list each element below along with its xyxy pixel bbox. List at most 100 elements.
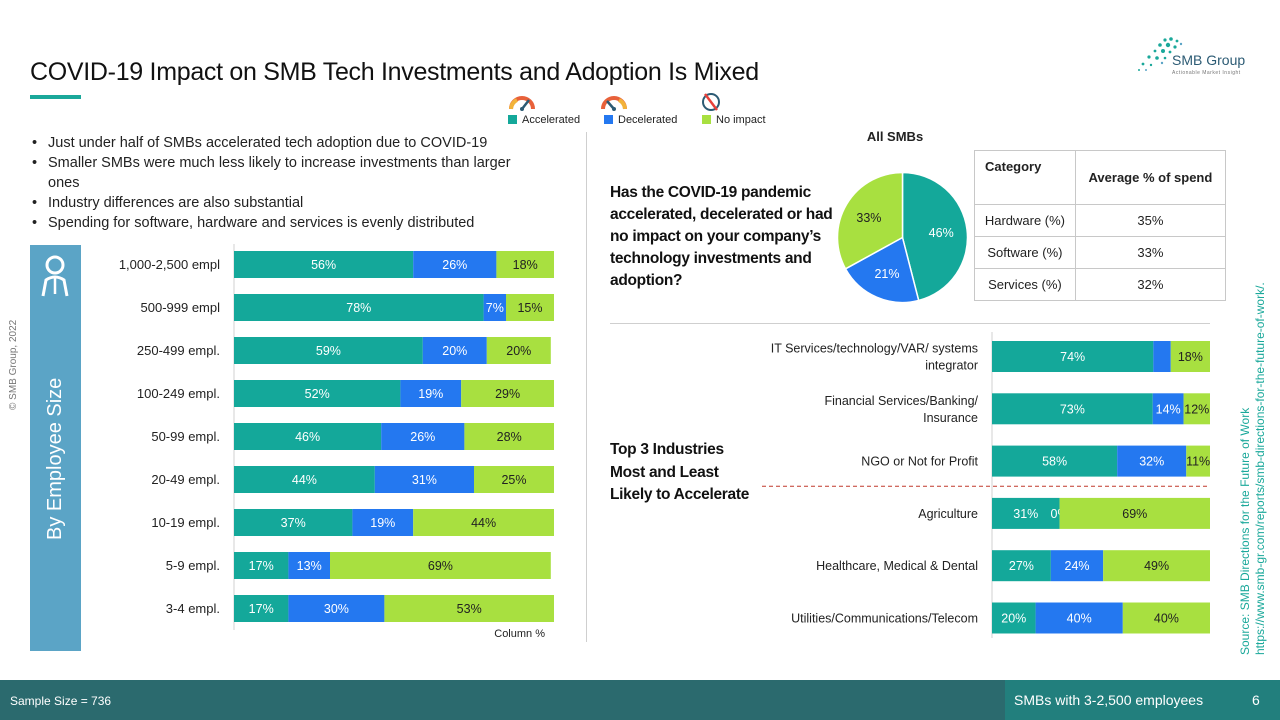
bar-segment-no-impact <box>1122 602 1210 634</box>
column-header-category: Category <box>974 150 1076 205</box>
table-cell: 33% <box>1074 236 1227 269</box>
source-title: Source: SMB Directions for the Future of… <box>1238 407 1252 655</box>
data-label: 69% <box>1122 507 1147 521</box>
page-number: 6 <box>1252 692 1260 708</box>
bar-segment-accelerated <box>234 552 289 579</box>
industry-chart: IT Services/technology/VAR/ systems integ… <box>762 332 1210 638</box>
category-label: IT Services/technology/VAR/ systems <box>771 342 978 356</box>
category-label: Insurance <box>923 411 978 425</box>
category-label: 50-99 empl. <box>151 429 220 444</box>
bar-segment-no-impact <box>1103 550 1210 582</box>
horizontal-divider <box>610 323 1210 324</box>
smb-group-logo <box>1138 37 1183 71</box>
data-label: 40% <box>1154 612 1179 626</box>
copyright: © SMB Group, 2022 <box>8 319 19 410</box>
no-change-icon <box>702 93 720 111</box>
category-label: Utilities/Communications/Telecom <box>791 612 978 626</box>
data-label: 31% <box>412 473 437 487</box>
data-label: 25% <box>501 473 526 487</box>
bar-segment-accelerated <box>992 445 1118 477</box>
data-label: 12% <box>1184 402 1209 416</box>
category-label: Financial Services/Banking/ <box>824 394 978 408</box>
data-label: 73% <box>1060 402 1085 416</box>
data-label: 24% <box>1065 559 1090 573</box>
bar-segment-decelerated <box>352 509 414 536</box>
data-label: 46% <box>295 430 320 444</box>
bar-segment-accelerated <box>992 393 1153 425</box>
footer-right-bar <box>1005 680 1280 720</box>
category-label: integrator <box>925 359 978 373</box>
bar-segment-accelerated <box>234 380 401 407</box>
data-label: 20% <box>442 344 467 358</box>
bar-segment-accelerated <box>992 497 1060 529</box>
legend-decelerated: Decelerated <box>604 114 677 126</box>
page-title: COVID-19 Impact on SMB Tech Investments … <box>30 58 759 86</box>
bar-segment-decelerated <box>381 423 465 450</box>
bar-segment-no-impact <box>413 509 554 536</box>
data-label: 11% <box>1186 455 1210 469</box>
spend-table: Category Average % of spend Hardware (%)… <box>974 150 1227 301</box>
table-cell: Software (%) <box>974 236 1076 269</box>
data-label: 19% <box>418 387 443 401</box>
finding-4: Spending for software, hardware and serv… <box>30 213 570 233</box>
data-label: 19% <box>370 516 395 530</box>
data-label: 29% <box>495 387 520 401</box>
data-label: 59% <box>316 344 341 358</box>
category-label: 3-4 empl. <box>166 601 220 616</box>
data-label: 18% <box>1178 350 1203 364</box>
speedometer-slow-icon <box>601 96 627 111</box>
bar-segment-decelerated <box>1050 550 1104 582</box>
data-label: 53% <box>457 602 482 616</box>
category-label: 250-499 empl. <box>137 343 220 358</box>
data-label: 20% <box>506 344 531 358</box>
bar-segment-accelerated <box>234 294 484 321</box>
category-label: 1,000-2,500 empl <box>119 257 220 272</box>
data-label: 28% <box>497 430 522 444</box>
speedometer-fast-icon <box>509 96 535 111</box>
bar-segment-no-impact <box>1183 393 1210 425</box>
legend-no-impact: No impact <box>702 114 766 126</box>
bar-segment-no-impact <box>474 466 554 493</box>
bar-segment-decelerated <box>400 380 462 407</box>
industry-chart-label: Top 3 Industries Most and Least Likely t… <box>610 441 750 503</box>
data-label: 44% <box>292 473 317 487</box>
table-row: Hardware (%) 35% <box>974 204 1227 237</box>
category-label: 10-19 empl. <box>151 515 220 530</box>
category-label: Agriculture <box>918 507 978 521</box>
bar-segment-no-impact <box>486 337 551 364</box>
bar-segment-no-impact <box>461 380 554 407</box>
category-label: 20-49 empl. <box>151 472 220 487</box>
data-label: 58% <box>1042 455 1067 469</box>
bar-segment-decelerated <box>1153 341 1171 372</box>
pie-slice-decelerated <box>844 236 920 304</box>
bar-segment-accelerated <box>234 466 375 493</box>
bar-segment-no-impact <box>1170 341 1210 372</box>
key-findings-list: Just under half of SMBs accelerated tech… <box>30 133 570 233</box>
employee-size-chart: 1,000-2,500 empl 56% 26% 18% 500-999 empl 78%… <box>119 244 554 640</box>
bar-segment-accelerated <box>992 602 1036 634</box>
pie-title: All SMBs <box>866 129 924 144</box>
data-label: 27% <box>1009 559 1034 573</box>
data-label: 18% <box>513 258 538 272</box>
pie-label: 46% <box>929 226 954 240</box>
pie-slice-accelerated <box>901 171 969 302</box>
table-cell: Hardware (%) <box>974 204 1076 237</box>
bar-segment-no-impact <box>1059 497 1210 529</box>
bar-segment-decelerated <box>1152 393 1184 425</box>
bar-segment-decelerated <box>483 294 506 321</box>
population-note: SMBs with 3-2,500 employees <box>1014 692 1204 708</box>
table-header-row: Category Average % of spend <box>974 150 1227 205</box>
pie-slice-no-impact <box>836 171 904 270</box>
pie-label: 33% <box>856 211 881 225</box>
bar-segment-accelerated <box>234 423 382 450</box>
table-row: Services (%) 32% <box>974 268 1227 301</box>
data-label: 74% <box>1060 350 1085 364</box>
employee-size-panel <box>30 245 81 651</box>
bar-segment-decelerated <box>288 552 330 579</box>
bar-segment-no-impact <box>330 552 551 579</box>
employee-size-label: By Employee Size <box>44 377 66 540</box>
bar-segment-no-impact <box>496 251 554 278</box>
source-url: https://www.smb-gr.com/reports/smb-direc… <box>1253 282 1267 655</box>
data-label: 32% <box>1139 455 1164 469</box>
finding-3: Industry differences are also substantia… <box>30 193 570 213</box>
